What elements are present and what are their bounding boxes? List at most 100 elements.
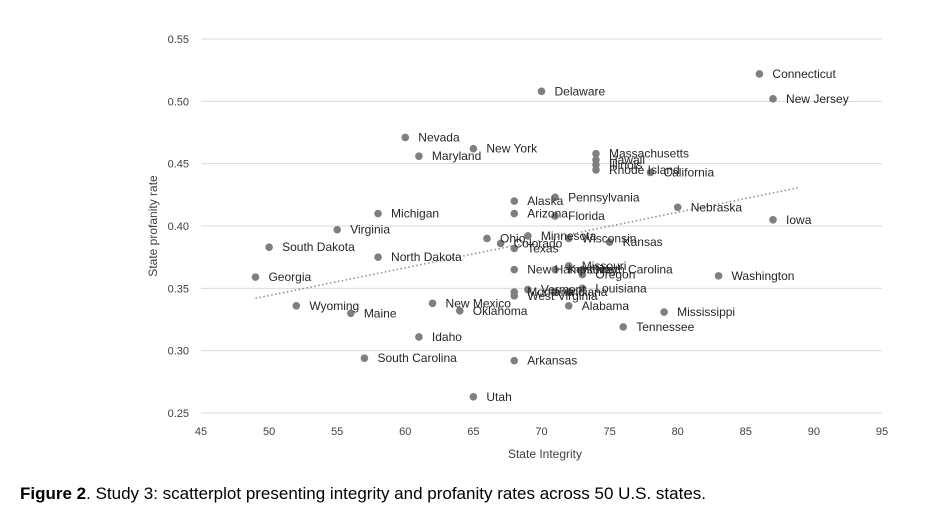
data-point bbox=[510, 292, 519, 300]
point-label: Missouri bbox=[582, 259, 627, 273]
data-point bbox=[551, 212, 559, 220]
data-point bbox=[564, 234, 573, 243]
point-label: Massachusetts bbox=[609, 147, 689, 161]
data-point bbox=[401, 133, 410, 142]
point-label: South Dakota bbox=[282, 240, 355, 254]
point-label: Kansas bbox=[623, 235, 663, 249]
point-label: Florida bbox=[568, 209, 605, 223]
x-tick-label: 50 bbox=[263, 426, 275, 438]
data-point bbox=[455, 306, 464, 315]
data-point bbox=[564, 301, 573, 310]
data-point bbox=[510, 209, 519, 218]
data-point bbox=[292, 301, 301, 310]
point-label: Alabama bbox=[582, 299, 630, 313]
point-label: Maine bbox=[364, 306, 397, 320]
x-tick-label: 85 bbox=[740, 426, 752, 438]
point-label: Oregon bbox=[595, 268, 635, 282]
point-label: Indiana bbox=[568, 285, 608, 299]
data-point bbox=[769, 215, 777, 224]
data-point bbox=[510, 244, 519, 253]
data-point bbox=[619, 323, 628, 331]
x-tick-label: 80 bbox=[672, 426, 684, 438]
figure-caption-label: Figure 2 bbox=[20, 484, 87, 503]
point-label: South Carolina bbox=[377, 351, 457, 365]
data-point bbox=[564, 262, 573, 270]
point-label: Georgia bbox=[268, 270, 311, 284]
y-tick-label: 0.50 bbox=[168, 96, 189, 108]
y-tick-label: 0.55 bbox=[168, 34, 189, 46]
data-point bbox=[578, 284, 587, 293]
y-tick-label: 0.45 bbox=[168, 159, 189, 171]
data-point bbox=[605, 238, 614, 247]
y-tick-label: 0.30 bbox=[168, 346, 189, 358]
point-label: North Dakota bbox=[391, 250, 462, 264]
point-label: New Hampshire bbox=[527, 263, 613, 277]
data-point bbox=[592, 166, 600, 174]
point-label: Tennessee bbox=[636, 320, 694, 334]
data-point bbox=[660, 308, 668, 316]
point-labels: Connecticut New Jersey Delaware Nevada New Y… bbox=[268, 67, 848, 404]
data-point bbox=[592, 149, 600, 158]
data-point bbox=[673, 203, 682, 212]
data-point bbox=[564, 288, 573, 296]
point-label: Wyoming bbox=[309, 299, 359, 313]
data-point bbox=[537, 87, 546, 96]
point-label: Nevada bbox=[418, 130, 460, 144]
point-label: New Jersey bbox=[786, 92, 849, 106]
data-points bbox=[251, 70, 777, 401]
x-axis-ticks: 45 50 55 60 65 70 75 80 85 90 95 bbox=[195, 426, 888, 438]
data-point bbox=[524, 285, 532, 294]
y-tick-label: 0.25 bbox=[168, 408, 189, 420]
x-tick-label: 95 bbox=[876, 426, 888, 438]
scatter-chart: 0.25 0.30 0.35 0.40 0.45 0.50 0.55 45 50 55 60 65 7… bbox=[146, 34, 888, 461]
data-point bbox=[755, 70, 764, 78]
data-point bbox=[551, 288, 559, 296]
x-tick-label: 45 bbox=[195, 426, 207, 438]
data-point bbox=[251, 273, 260, 281]
point-label: Delaware bbox=[555, 84, 606, 98]
point-label: Illinois bbox=[609, 158, 642, 172]
y-axis-title: State profanity rate bbox=[146, 175, 160, 277]
data-point bbox=[714, 272, 723, 280]
trendline bbox=[255, 186, 801, 300]
point-label: Utah bbox=[486, 390, 511, 404]
data-point bbox=[469, 144, 478, 153]
point-label: Pennsylvania bbox=[568, 190, 640, 204]
x-tick-label: 70 bbox=[535, 426, 547, 438]
data-point bbox=[374, 253, 382, 261]
x-tick-label: 60 bbox=[399, 426, 411, 438]
x-axis-title: State Integrity bbox=[508, 447, 582, 461]
point-label: Maryland bbox=[432, 149, 481, 163]
point-label: Iowa bbox=[786, 213, 812, 227]
data-point bbox=[360, 354, 369, 362]
gridlines bbox=[201, 38, 882, 352]
data-point bbox=[510, 265, 519, 274]
point-label: New Mexico bbox=[446, 296, 512, 310]
point-label: Nebraska bbox=[691, 200, 743, 214]
x-tick-label: 65 bbox=[467, 426, 479, 438]
data-point bbox=[551, 265, 559, 274]
point-label: Virginia bbox=[350, 223, 390, 237]
data-point bbox=[469, 392, 478, 401]
point-label: Rhode Island bbox=[609, 163, 680, 177]
data-point bbox=[347, 309, 355, 318]
data-point bbox=[510, 197, 519, 205]
point-label: Washington bbox=[732, 269, 795, 283]
data-point bbox=[374, 209, 382, 218]
point-label: Connecticut bbox=[772, 67, 836, 81]
point-label: Louisiana bbox=[595, 281, 647, 295]
y-tick-label: 0.40 bbox=[168, 221, 189, 233]
x-tick-label: 55 bbox=[331, 426, 343, 438]
point-label: North Carolina bbox=[595, 263, 673, 277]
data-point bbox=[496, 239, 505, 248]
data-point bbox=[578, 270, 587, 279]
point-label: Colorado bbox=[514, 236, 563, 250]
data-point bbox=[415, 152, 423, 160]
data-point bbox=[769, 95, 777, 103]
data-point bbox=[265, 243, 273, 251]
figure-caption: Figure 2. Study 3: scatterplot presentin… bbox=[20, 484, 706, 504]
point-label: Vermont bbox=[541, 283, 586, 297]
point-label: Hawaii bbox=[609, 153, 645, 167]
data-point bbox=[333, 225, 342, 234]
point-label: New York bbox=[486, 142, 538, 156]
